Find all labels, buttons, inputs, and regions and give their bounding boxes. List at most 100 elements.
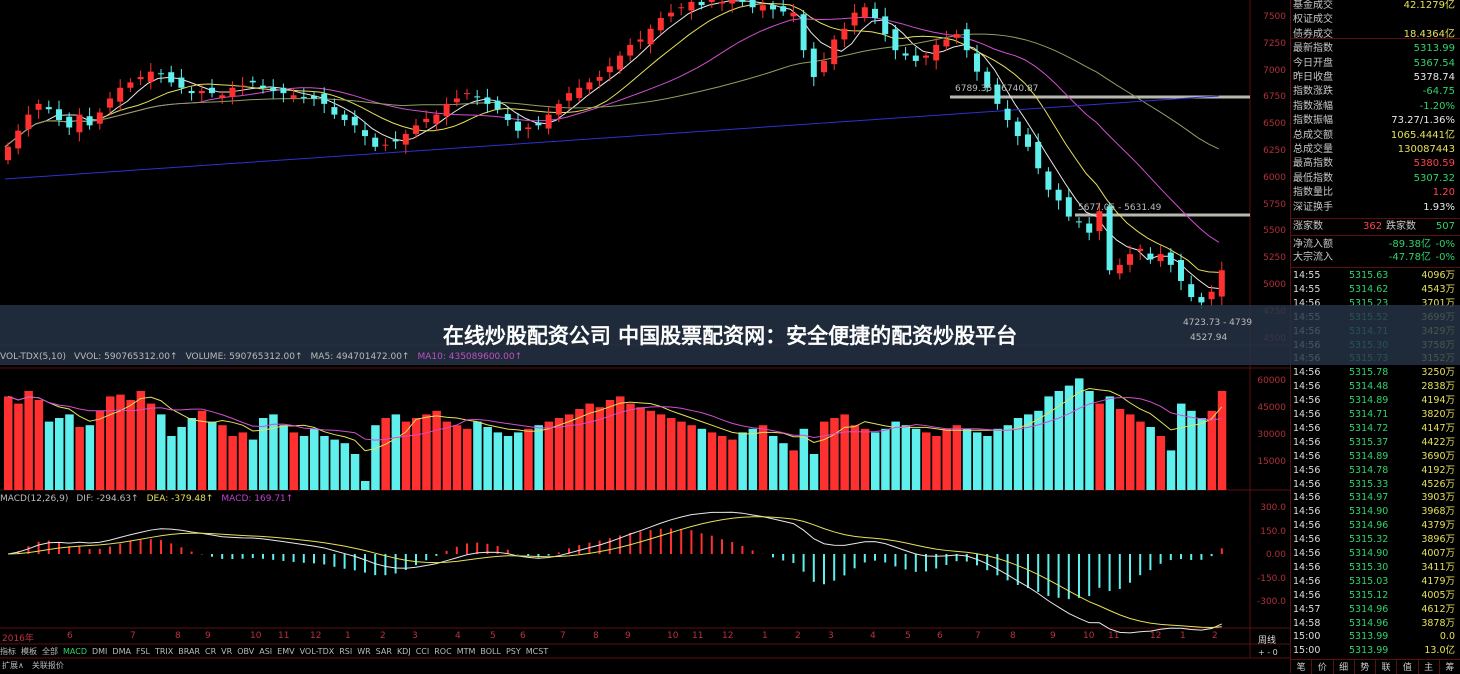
candle-body <box>1178 260 1184 281</box>
indicator-tab-trix[interactable]: TRIX <box>154 647 174 656</box>
indicator-tab-kdj[interactable]: KDJ <box>396 647 411 656</box>
volume-bar <box>524 428 533 490</box>
panel-tab[interactable]: 筹 <box>1440 660 1460 674</box>
indicator-tab-cci[interactable]: CCI <box>415 647 430 656</box>
tick-time: 14:58 <box>1293 617 1321 629</box>
indicator-tab-模板[interactable]: 模板 <box>21 647 37 656</box>
tick-row: 14:56 5314.78 4192万 <box>1293 464 1457 477</box>
volume-bar <box>758 425 768 490</box>
tick-row: 14:56 5314.48 2838万 <box>1293 380 1457 393</box>
panel-tab[interactable]: 笔 <box>1291 660 1313 674</box>
indicator-tab-mtm[interactable]: MTM <box>456 647 476 656</box>
indicator-tab-vol-tdx[interactable]: VOL-TDX <box>299 647 335 656</box>
indicator-tab-brar[interactable]: BRAR <box>178 647 201 656</box>
volume-bar <box>340 443 350 490</box>
tick-time: 14:56 <box>1293 561 1321 573</box>
vvol-value: VVOL: 590765312.00↑ <box>74 352 178 362</box>
indicator-tab-emv[interactable]: EMV <box>277 647 295 656</box>
candle-body <box>1127 254 1133 265</box>
tick-price: 5315.03 <box>1349 575 1389 587</box>
candle-body <box>963 29 970 51</box>
candle-body <box>372 137 379 147</box>
kline-chart[interactable] <box>0 0 1290 673</box>
indicator-tab-obv[interactable]: OBV <box>237 647 255 656</box>
volume-bar <box>697 428 707 490</box>
price-tick-label: 7500 <box>1263 12 1286 22</box>
volume-bar <box>289 432 299 490</box>
ma5-line <box>4 0 1219 289</box>
indicator-tab-dma[interactable]: DMA <box>112 647 131 656</box>
candle-body <box>433 114 440 124</box>
volume-bar <box>24 391 33 490</box>
panel-tab[interactable]: 值 <box>1397 660 1419 674</box>
tick-volume: 3968万 <box>1421 506 1455 518</box>
panel-tab[interactable]: 价 <box>1312 660 1334 674</box>
volume-bar <box>667 418 676 490</box>
tick-volume: 3903万 <box>1421 492 1455 504</box>
tick-price: 5315.23 <box>1349 297 1389 309</box>
panel-tab[interactable]: 联 <box>1376 660 1398 674</box>
indicator-tab-sar[interactable]: SAR <box>375 647 392 656</box>
tick-row: 15:00 5313.99 13.0亿 <box>1293 644 1457 657</box>
tick-volume: 3690万 <box>1421 450 1455 462</box>
zoom-buttons[interactable]: + - 0 <box>1258 648 1278 657</box>
tick-time: 14:55 <box>1293 270 1321 281</box>
stat-row: 基金成交 42.1279亿 <box>1293 0 1457 12</box>
tick-volume: 3701万 <box>1421 297 1455 309</box>
tick-volume: 4007万 <box>1421 548 1455 559</box>
date-tick-label: 8 <box>1010 631 1016 641</box>
candle-body <box>627 44 634 56</box>
candle-body <box>974 53 980 72</box>
date-axis: 2016年 6 7 8 9 10 11 12 1 2 3 4 5 6 7 8 9 10 11 12 1 2 3 4 5 6 7 8 9 1… <box>0 631 1250 644</box>
indicator-tab-roc[interactable]: ROC <box>434 647 452 656</box>
volume-bar <box>534 425 543 490</box>
indicator-tab-全部[interactable]: 全部 <box>42 647 58 656</box>
panel-tab[interactable]: 细 <box>1334 660 1355 674</box>
price-tick-label: 6250 <box>1263 146 1286 156</box>
volume-bar <box>860 428 870 490</box>
indicator-tab-boll[interactable]: BOLL <box>480 647 501 656</box>
date-tick-label: 12 <box>722 631 734 641</box>
volume-bar <box>1115 409 1125 490</box>
volume-tick-label: 60000 <box>1257 376 1286 386</box>
volume-bar <box>1064 385 1074 490</box>
volume-bar <box>544 421 554 490</box>
indicator-tab-dmi[interactable]: DMI <box>91 647 108 656</box>
indicator-tab-指标[interactable]: 指标 <box>0 647 16 656</box>
candle-body <box>882 16 889 35</box>
volume-bar <box>718 436 727 490</box>
indicator-tab-vr[interactable]: VR <box>221 647 233 656</box>
indicator-tab-psy[interactable]: PSY <box>505 647 521 656</box>
indicator-tab-wr[interactable]: WR <box>357 647 371 656</box>
candle-body <box>1157 254 1164 262</box>
tick-row: 14:56 5314.90 4007万 <box>1293 547 1457 560</box>
indicator-tab-fsl[interactable]: FSL <box>135 647 150 656</box>
panel-tab[interactable]: 主 <box>1419 660 1440 674</box>
indicator-tab-cr[interactable]: CR <box>205 647 217 656</box>
tick-volume: 4192万 <box>1421 464 1455 476</box>
indicator-tab-rsi[interactable]: RSI <box>339 647 353 656</box>
extra-tab[interactable]: 扩展∧ <box>2 661 24 670</box>
volume-bar <box>1105 396 1115 490</box>
candle-body <box>219 95 226 98</box>
range-annotation-3: 4723.73 - 4739 <box>1183 318 1253 328</box>
tick-time: 14:56 <box>1293 478 1321 490</box>
tick-row: 14:56 5315.37 4422万 <box>1293 436 1457 449</box>
extra-tab[interactable]: 关联报价 <box>31 661 64 670</box>
volume-bar <box>789 450 798 490</box>
tick-price: 5314.62 <box>1349 283 1389 295</box>
tick-volume: 4543万 <box>1421 283 1455 295</box>
panel-tab[interactable]: 势 <box>1355 660 1376 674</box>
stat-row: 指数涨跌 -64.75 <box>1293 86 1457 98</box>
indicator-tab-mcst[interactable]: MCST <box>525 647 549 656</box>
candle-body <box>229 87 236 97</box>
candle-body <box>56 109 62 120</box>
indicator-tab-macd[interactable]: MACD <box>63 647 87 656</box>
candle-body <box>576 87 583 98</box>
indicator-tab-asi[interactable]: ASI <box>259 647 273 656</box>
period-selector[interactable]: 周线 <box>1258 636 1277 646</box>
volume-bar <box>911 428 921 490</box>
volume-bar <box>473 421 482 490</box>
candle-body <box>351 116 358 126</box>
tick-price: 5315.12 <box>1349 589 1389 601</box>
